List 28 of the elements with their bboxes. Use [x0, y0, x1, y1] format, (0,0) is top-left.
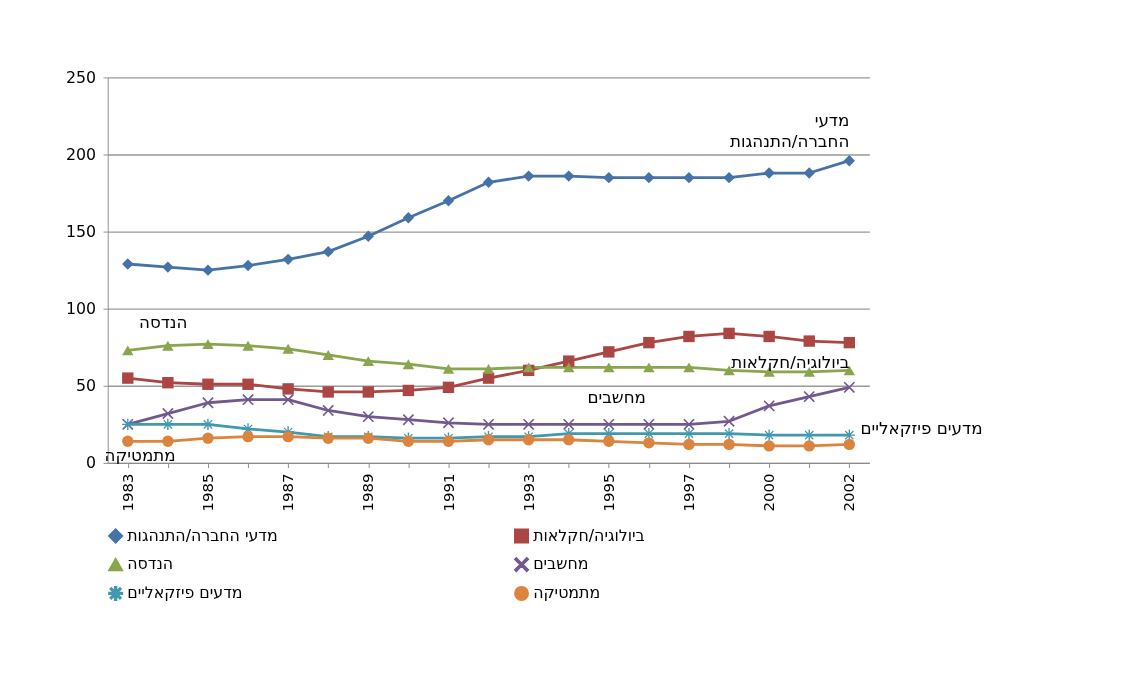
annotation: מחשבים: [587, 386, 646, 407]
legend-label: הנדסה: [127, 554, 173, 574]
y-tick-label: 150: [66, 221, 97, 241]
y-tick-label: 250: [66, 67, 97, 87]
y-tick-label: 0: [86, 453, 97, 472]
legend-label: ביולוגיה/חקלאות: [533, 525, 645, 545]
x-tick-label: 1989: [359, 473, 378, 512]
legend-label: מחשבים: [533, 554, 589, 574]
x-tick-label: 2000: [760, 473, 779, 512]
legend-label: מתמטיקה: [533, 583, 601, 603]
x-tick-label: 1991: [439, 473, 458, 512]
annotation: ביולוגיה/חקלאות: [731, 351, 850, 372]
x-tick-label: 1985: [199, 473, 218, 512]
x-tick-label: 1983: [118, 473, 137, 512]
x-tick-label: 2002: [840, 473, 859, 512]
annotation: מדעי החברה/התנהגות: [729, 110, 850, 151]
annotation: מדעים פיזקאליים: [860, 418, 983, 439]
y-tick-label: 200: [66, 144, 97, 164]
y-tick-label: 100: [66, 298, 97, 318]
legend-label: מדעי החברה/התנהגות: [127, 525, 278, 545]
x-tick-label: 1993: [519, 473, 538, 512]
legend-label: מדעים פיזקאליים: [127, 583, 243, 603]
x-tick-label: 1997: [680, 473, 699, 512]
x-tick-label: 1987: [279, 473, 298, 512]
x-tick-label: 1995: [599, 473, 618, 512]
annotation: מתמטיקה: [104, 444, 176, 465]
y-tick-label: 50: [76, 375, 97, 395]
annotation: הנדסה: [138, 312, 188, 333]
